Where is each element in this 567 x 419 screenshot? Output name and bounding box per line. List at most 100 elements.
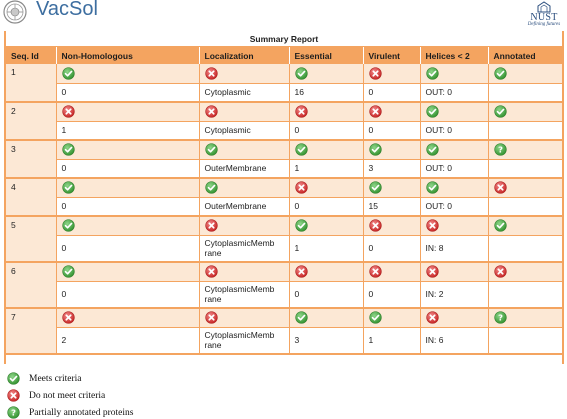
legend-item: ? Partially annotated proteins bbox=[7, 404, 133, 419]
legend-label: Do not meet criteria bbox=[29, 390, 106, 401]
status-cell bbox=[488, 262, 562, 282]
legend-label: Partially annotated proteins bbox=[29, 407, 134, 418]
question-icon: ? bbox=[493, 143, 507, 156]
value-cell: 1 bbox=[363, 327, 421, 355]
check-icon bbox=[61, 181, 75, 194]
check-icon bbox=[368, 143, 382, 156]
value-cell: 0 bbox=[56, 235, 200, 263]
table-row: 0 OuterMembrane 0 15 OUT: 0 bbox=[6, 197, 562, 217]
value-cell: 3 bbox=[289, 327, 364, 355]
check-icon bbox=[493, 105, 507, 118]
table-row: 0 OuterMembrane 1 3 OUT: 0 bbox=[6, 159, 562, 179]
value-cell: 0 bbox=[289, 197, 364, 217]
status-cell bbox=[363, 308, 421, 328]
status-cell bbox=[289, 308, 364, 328]
seq-id-cell: 6 bbox=[6, 262, 57, 309]
seq-id-cell: 2 bbox=[6, 102, 57, 141]
vacsol-logo-icon bbox=[3, 0, 27, 24]
value-cell: CytoplasmicMemb rane bbox=[199, 281, 290, 309]
table-row: 6 bbox=[6, 262, 562, 309]
table-row: 5 bbox=[6, 216, 562, 263]
value-cell: 0 bbox=[56, 281, 200, 309]
table-row: 0 CytoplasmicMemb rane 1 0 IN: 8 bbox=[6, 235, 562, 263]
value-cell: 0 bbox=[363, 83, 421, 103]
status-cell bbox=[289, 216, 364, 236]
status-cell bbox=[199, 64, 290, 84]
value-cell: OuterMembrane bbox=[199, 197, 290, 217]
cross-icon bbox=[425, 265, 439, 278]
value-cell: IN: 2 bbox=[420, 281, 489, 309]
status-cell bbox=[56, 140, 200, 160]
value-cell: 1 bbox=[56, 121, 200, 141]
status-cell bbox=[488, 102, 562, 122]
summary-report: Summary Report Seq. Id Non-Homologous Lo… bbox=[4, 31, 564, 364]
cross-icon bbox=[493, 181, 507, 194]
status-cell bbox=[199, 308, 290, 328]
check-icon bbox=[204, 143, 218, 156]
value-cell: 15 bbox=[363, 197, 421, 217]
report-title: Summary Report bbox=[6, 31, 562, 47]
status-cell bbox=[199, 262, 290, 282]
table-row: 1 bbox=[6, 64, 562, 103]
value-cell bbox=[488, 235, 562, 263]
cross-icon bbox=[7, 389, 20, 402]
table-row: 4 bbox=[6, 178, 562, 217]
value-cell: OUT: 0 bbox=[420, 197, 489, 217]
status-cell bbox=[56, 178, 200, 198]
status-cell bbox=[420, 262, 489, 282]
nust-crest-icon bbox=[537, 1, 551, 13]
column-header: Seq. Id bbox=[6, 47, 57, 64]
value-cell: 0 bbox=[363, 235, 421, 263]
status-cell bbox=[363, 262, 421, 282]
cross-icon bbox=[204, 311, 218, 324]
status-cell bbox=[363, 178, 421, 198]
status-cell bbox=[56, 216, 200, 236]
check-icon bbox=[493, 67, 507, 80]
table-row: 0 Cytoplasmic 16 0 OUT: 0 bbox=[6, 83, 562, 103]
check-icon bbox=[368, 181, 382, 194]
cross-icon bbox=[204, 219, 218, 232]
question-icon: ? bbox=[493, 311, 507, 324]
check-icon bbox=[493, 219, 507, 232]
status-cell bbox=[199, 216, 290, 236]
nust-logo-text: NUST bbox=[530, 12, 558, 23]
svg-text:?: ? bbox=[498, 145, 503, 155]
svg-text:?: ? bbox=[498, 313, 503, 323]
status-cell: ? bbox=[488, 308, 562, 328]
status-cell bbox=[363, 140, 421, 160]
cross-icon bbox=[204, 265, 218, 278]
status-cell bbox=[56, 102, 200, 122]
status-cell bbox=[488, 178, 562, 198]
table-row: 7? bbox=[6, 308, 562, 355]
check-icon bbox=[204, 181, 218, 194]
cross-icon bbox=[368, 67, 382, 80]
value-cell bbox=[488, 83, 562, 103]
status-cell bbox=[289, 140, 364, 160]
column-header: Annotated bbox=[488, 47, 562, 64]
value-cell: 0 bbox=[289, 281, 364, 309]
value-cell bbox=[488, 197, 562, 217]
column-header: Helices < 2 bbox=[420, 47, 489, 64]
status-cell bbox=[488, 216, 562, 236]
status-cell bbox=[420, 216, 489, 236]
seq-id-cell: 4 bbox=[6, 178, 57, 217]
table-body: 1 0 Cytoplasmic 16 0 OUT: 0 2 1 Cytoplasmic 0 0 OUT… bbox=[6, 64, 562, 355]
cross-icon bbox=[294, 105, 308, 118]
table-row: 3? bbox=[6, 140, 562, 179]
cross-icon bbox=[294, 181, 308, 194]
status-cell bbox=[420, 140, 489, 160]
seq-id-cell: 3 bbox=[6, 140, 57, 179]
check-icon bbox=[61, 143, 75, 156]
value-cell: IN: 8 bbox=[420, 235, 489, 263]
status-cell bbox=[199, 178, 290, 198]
seq-id-cell: 7 bbox=[6, 308, 57, 355]
check-icon bbox=[294, 311, 308, 324]
svg-text:?: ? bbox=[11, 408, 16, 418]
value-cell bbox=[488, 281, 562, 309]
cross-icon bbox=[368, 219, 382, 232]
cross-icon bbox=[368, 265, 382, 278]
question-icon: ? bbox=[7, 406, 20, 419]
check-icon bbox=[425, 143, 439, 156]
value-cell: 16 bbox=[289, 83, 364, 103]
table-row: 2 CytoplasmicMemb rane 3 1 IN: 6 bbox=[6, 327, 562, 355]
